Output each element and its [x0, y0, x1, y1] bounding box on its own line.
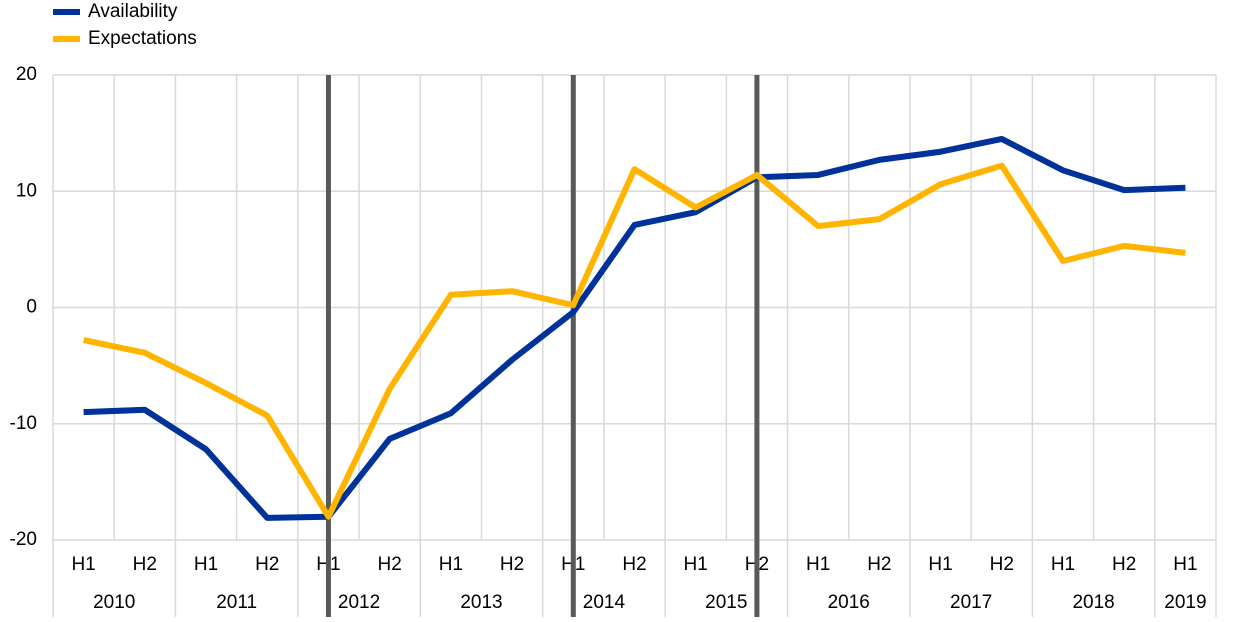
- legend-label: Availability: [88, 1, 178, 22]
- x-tick-label: H2: [990, 554, 1014, 575]
- x-tick-label: H1: [1051, 554, 1075, 575]
- series-line: [83, 135, 1186, 521]
- x-group-label: 2015: [705, 592, 747, 613]
- x-group-label: 2010: [93, 592, 135, 613]
- x-tick-label: H1: [806, 554, 830, 575]
- x-group-label: 2013: [460, 592, 502, 613]
- x-group-label: 2017: [950, 592, 992, 613]
- x-group-label: 2014: [583, 592, 626, 613]
- series-line: [82, 162, 1186, 520]
- x-group-label: 2016: [828, 592, 870, 613]
- legend-label: Expectations: [88, 28, 197, 49]
- x-group-label: 2019: [1164, 592, 1206, 613]
- x-tick-label: H1: [71, 554, 95, 575]
- x-tick-label: H1: [439, 554, 463, 575]
- x-tick-label: H2: [378, 554, 402, 575]
- x-group-label: 2012: [338, 592, 380, 613]
- x-tick-label: H2: [867, 554, 891, 575]
- y-tick-label: -10: [10, 413, 37, 434]
- x-tick-label: H1: [684, 554, 708, 575]
- y-tick-label: 10: [16, 180, 37, 201]
- x-group-label: 2018: [1072, 592, 1114, 613]
- y-tick-label: -20: [10, 529, 37, 550]
- x-tick-label: H2: [1112, 554, 1136, 575]
- x-tick-label: H2: [255, 554, 279, 575]
- x-tick-label: H1: [194, 554, 218, 575]
- x-tick-label: H1: [1173, 554, 1197, 575]
- y-tick-label: 20: [16, 64, 37, 85]
- x-tick-label: H2: [500, 554, 524, 575]
- x-group-label: 2011: [216, 592, 257, 613]
- y-tick-label: 0: [26, 297, 37, 318]
- x-tick-label: H2: [622, 554, 646, 575]
- x-tick-label: H2: [133, 554, 157, 575]
- x-tick-label: H1: [928, 554, 952, 575]
